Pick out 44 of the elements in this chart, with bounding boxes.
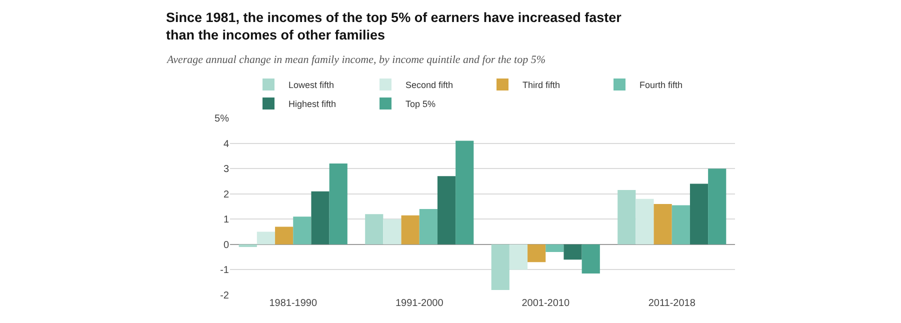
bar xyxy=(238,244,257,247)
bar xyxy=(419,209,438,244)
bar xyxy=(618,190,636,244)
bar xyxy=(636,198,654,244)
legend-label: Highest fifth xyxy=(288,99,336,110)
legend-label: Fourth fifth xyxy=(640,80,683,90)
bar xyxy=(564,244,582,260)
bar xyxy=(491,244,510,290)
bar xyxy=(546,244,564,252)
y-tick-label: 5% xyxy=(214,114,230,124)
y-tick-label: 4 xyxy=(223,138,230,150)
legend-label: Second fifth xyxy=(406,80,454,90)
legend-label: Lowest fifth xyxy=(288,80,334,90)
bar xyxy=(401,215,420,244)
bar xyxy=(256,232,276,244)
bar xyxy=(275,226,294,244)
y-tick-label: -2 xyxy=(220,290,230,302)
y-tick-label: 0 xyxy=(223,240,230,251)
bar xyxy=(654,204,672,244)
bar xyxy=(311,191,330,244)
y-tick-label: 2 xyxy=(223,189,230,200)
y-tick-label: 3 xyxy=(223,164,230,176)
x-tick-label: 2011-2018 xyxy=(648,298,696,309)
bar xyxy=(365,214,384,244)
x-tick-label: 1991-2000 xyxy=(395,298,444,309)
y-tick-label: -1 xyxy=(220,265,230,276)
bar xyxy=(690,184,708,244)
chart-title: Since 1981, the incomes of the top 5% of earners have increased faster than the incomes of other families xyxy=(166,10,622,43)
bar xyxy=(528,244,546,262)
bar xyxy=(456,140,474,244)
bar xyxy=(383,219,402,244)
bar xyxy=(582,244,600,274)
x-tick-label: 1981-1990 xyxy=(269,298,318,309)
chart-subtitle: Average annual change in mean family income, by income quintile and for the top 5% xyxy=(166,54,546,66)
bar xyxy=(672,205,690,244)
y-tick-label: 1 xyxy=(223,214,230,226)
bar xyxy=(509,244,528,270)
bar xyxy=(329,164,348,244)
bar xyxy=(293,216,312,244)
bar xyxy=(437,176,456,244)
legend-label: Third fifth xyxy=(522,80,560,90)
x-tick-label: 2001-2010 xyxy=(522,298,570,309)
legend-label: Top 5% xyxy=(406,99,436,110)
bar xyxy=(708,168,726,244)
